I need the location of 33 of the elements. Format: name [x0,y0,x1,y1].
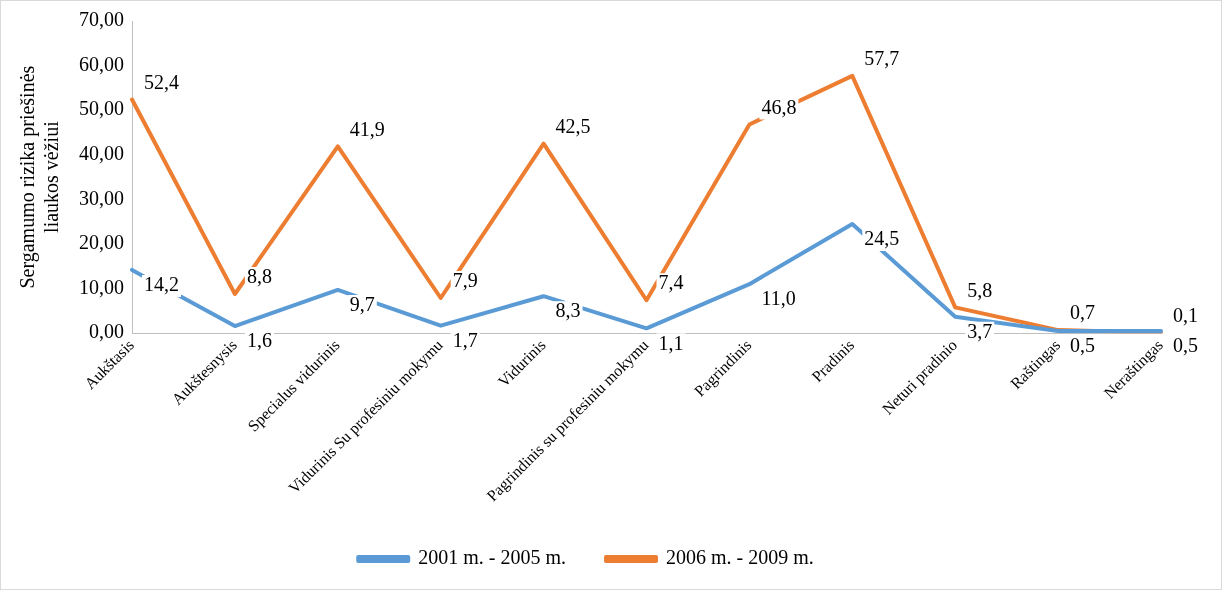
data-label: 0,5 [1173,334,1198,357]
data-label: 1,7 [452,328,478,351]
data-label: 46,8 [761,95,797,118]
y-tick-label: 20,00 [79,231,124,254]
y-tick-label: 40,00 [79,142,124,165]
y-tick-label: 70,00 [79,8,124,31]
data-label: 24,5 [864,227,900,250]
y-tick-label: 0,00 [89,320,124,343]
data-label: 0,5 [1070,334,1096,357]
data-label: 42,5 [555,114,591,137]
data-label: 0,1 [1173,304,1198,327]
data-label: 41,9 [349,117,385,140]
data-label: 1,6 [246,329,272,352]
data-label: 1,1 [658,331,684,354]
legend-label: 2006 m. - 2009 m. [666,546,814,569]
data-label: 8,8 [246,265,272,288]
data-label: 57,7 [864,47,900,70]
data-label: 11,0 [761,287,796,310]
y-tick-label: 60,00 [79,52,124,75]
y-tick-label: 30,00 [79,186,124,209]
data-label: 8,3 [555,299,581,322]
data-label: 7,9 [452,269,478,292]
data-label: 0,7 [1070,301,1096,324]
y-axis-title: Sergamumo rizika priešinės liaukos vėžiui [16,65,63,289]
legend-label: 2001 m. - 2005 m. [418,546,567,569]
y-tick-label: 50,00 [79,97,124,120]
data-label: 9,7 [349,293,375,316]
data-label: 5,8 [967,278,993,301]
y-tick-label: 10,00 [79,275,124,298]
data-label: 52,4 [144,70,179,93]
data-label: 14,2 [144,273,179,296]
data-label: 7,4 [658,271,684,294]
data-label: 3,7 [967,319,993,342]
